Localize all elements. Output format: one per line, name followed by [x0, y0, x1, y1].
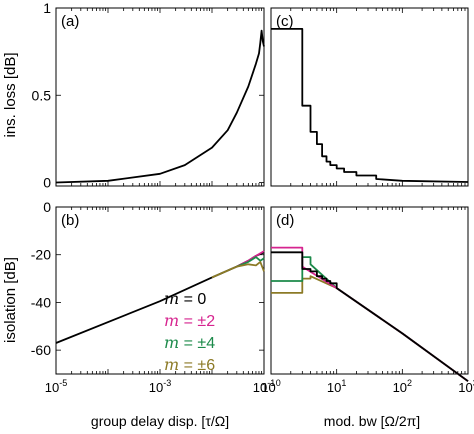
y-tick-label: 1: [43, 0, 51, 16]
legend-text: = ±6: [179, 357, 215, 374]
panel-frame: [270, 206, 469, 375]
panel-label: (b): [61, 212, 79, 229]
legend-symbol: m: [164, 355, 179, 374]
legend-symbol: m: [164, 333, 179, 352]
series-line-c-0: [271, 28, 469, 183]
legend-entry: m = ±4: [164, 333, 215, 352]
series-line-b-0: [55, 251, 265, 344]
legend-entry: m = ±6: [164, 355, 215, 374]
y-tick-label: 0: [43, 199, 51, 215]
panel-c: (c): [270, 7, 469, 187]
x-tick-exponent: -3: [163, 378, 171, 388]
series-line-a-0: [55, 29, 265, 184]
y-tick-label: -20: [31, 247, 51, 263]
ylabel-ins-loss: ins. loss [dB]: [2, 52, 19, 137]
x-tick-label: 101: [327, 378, 346, 395]
x-tick-exponent: -1: [267, 378, 275, 388]
x-tick-exponent: 1: [341, 378, 346, 388]
x-tick-label: 102: [393, 378, 412, 395]
legend-entry: m = 0: [164, 289, 206, 308]
series-line-d-3: [271, 251, 469, 382]
series-line-d-1: [271, 256, 469, 382]
panel-frame: [55, 7, 265, 187]
panel-frame: [270, 7, 469, 187]
series-line-d-0: [271, 275, 469, 382]
legend-symbol: m: [164, 289, 179, 308]
ylabel-isolation: isolation [dB]: [2, 257, 19, 343]
panel-label: (d): [276, 212, 294, 229]
panel-frame: [55, 206, 265, 375]
legend-entry: m = ±2: [164, 311, 215, 330]
panel-a: 0 0.5 1 (a): [32, 0, 265, 191]
y-tick-label: -60: [31, 342, 51, 358]
y-tick-label: -40: [31, 294, 51, 310]
x-tick-label: 10-5: [45, 378, 67, 395]
legend-symbol: m: [164, 311, 179, 330]
x-tick-label: 103: [458, 378, 474, 395]
x-tick-exponent: 2: [407, 378, 412, 388]
y-tick-label: 0.5: [32, 87, 52, 103]
x-tick-label: 10-3: [149, 378, 171, 395]
x-tick-exponent: 3: [473, 378, 474, 388]
xlabel-group-delay: group delay disp. [τ/Ω]: [91, 413, 229, 429]
y-tick-label: 0: [43, 175, 51, 191]
series-line-d-2: [271, 246, 469, 382]
panel-label: (c): [276, 13, 294, 30]
legend-text: = ±4: [179, 335, 215, 352]
panel-label: (a): [61, 13, 79, 30]
x-tick-exponent: -5: [59, 378, 67, 388]
x-tick-exponent: 0: [276, 378, 281, 388]
x-tick-label: 100: [261, 378, 280, 395]
panel-d: 100101102103(d): [261, 206, 474, 395]
xlabel-mod-bw: mod. bw [Ω/2π]: [324, 413, 420, 429]
legend-text: = ±2: [179, 313, 215, 330]
series-line-b-3: [211, 261, 265, 279]
legend-text: = 0: [179, 291, 206, 308]
